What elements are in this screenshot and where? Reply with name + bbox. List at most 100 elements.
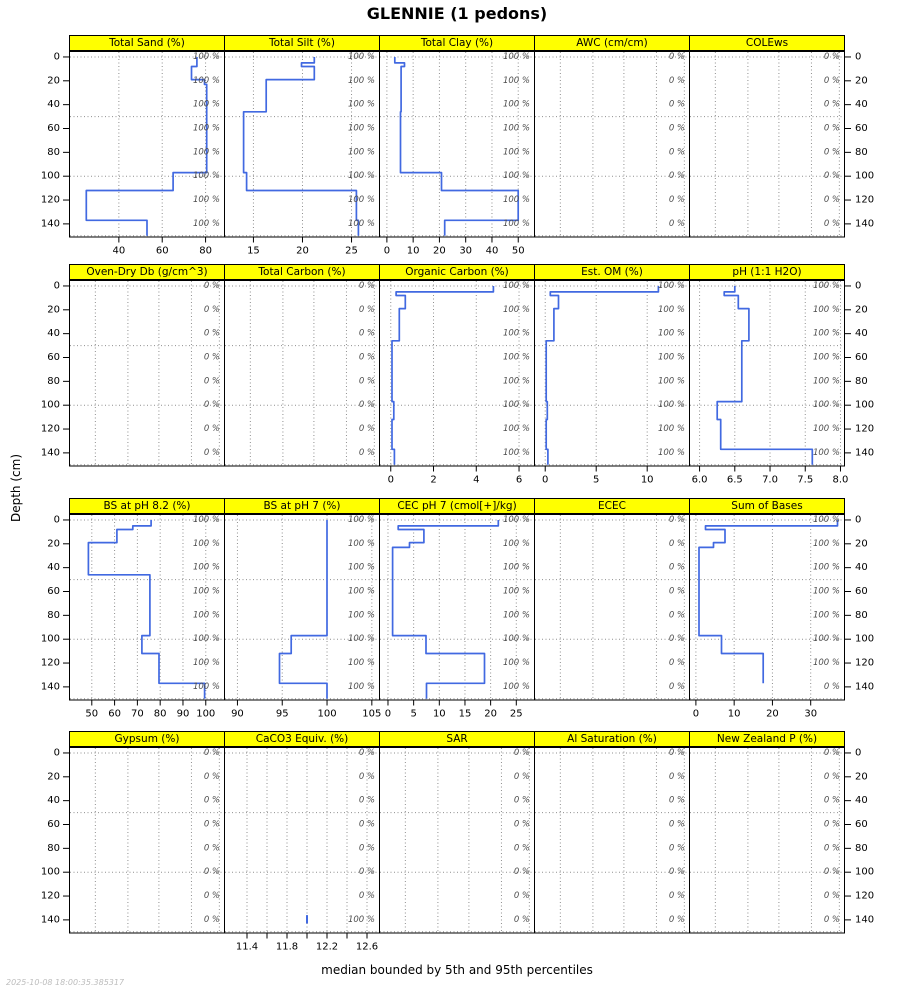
contributing-fraction-label: 0 % xyxy=(204,305,220,315)
depth-tick-label: 60 xyxy=(47,819,60,830)
contributing-fraction-label: 0 % xyxy=(824,915,840,925)
depth-tick-label: 100 xyxy=(41,400,60,411)
contributing-fraction-label: 0 % xyxy=(669,772,685,782)
contributing-fraction-label: 100 % xyxy=(813,610,840,620)
contributing-fraction-label: 0 % xyxy=(824,891,840,901)
x-axis-tick-label: 20 xyxy=(766,709,779,720)
strip-title-sum-of-bases: Sum of Bases xyxy=(689,498,845,514)
depth-tick-label: 100 xyxy=(41,867,60,878)
depth-tick-label: 80 xyxy=(855,147,868,158)
x-axis-tick-label: 20 xyxy=(433,246,446,257)
plot-oven-dry-db: 0 % 0 % 0 % 0 % 0 % 0 % 0 % 0 % xyxy=(69,280,225,467)
contributing-fraction-label: 0 % xyxy=(204,891,220,901)
profile-line xyxy=(393,57,520,236)
contributing-fraction-label: 100 % xyxy=(503,52,530,62)
depth-tick-label: 40 xyxy=(855,99,868,110)
contributing-fraction-label: 100 % xyxy=(658,376,685,386)
contributing-fraction-label: 100 % xyxy=(813,563,840,573)
figure-caption: median bounded by 5th and 95th percentil… xyxy=(321,963,593,977)
contributing-fraction-label: 0 % xyxy=(669,820,685,830)
contributing-fraction-label: 100 % xyxy=(503,305,530,315)
depth-tick-label: 100 xyxy=(855,634,874,645)
contributing-fraction-label: 100 % xyxy=(813,400,840,410)
contributing-fraction-label: 100 % xyxy=(348,147,375,157)
contributing-fraction-label: 100 % xyxy=(813,587,840,597)
contributing-fraction-label: 100 % xyxy=(193,124,220,134)
profile-group xyxy=(393,57,520,236)
depth-axis-left: 0 20 40 60 80 100 120 140 xyxy=(41,747,69,925)
contributing-fraction-label: 0 % xyxy=(204,748,220,758)
contributing-fraction-label: 100 % xyxy=(193,539,220,549)
contributing-fraction-label: 100 % xyxy=(503,76,530,86)
contributing-fraction-label: 100 % xyxy=(503,539,530,549)
x-axis-tick-label: 2 xyxy=(430,475,436,486)
profile-group xyxy=(391,520,500,699)
plot-awc: 0 % 0 % 0 % 0 % 0 % 0 % 0 % 0 % xyxy=(534,51,690,238)
x-axis-tick-label: 25 xyxy=(345,246,358,257)
plot-total-silt: 100 % 100 % 100 % 100 % 100 % 100 % 100 % 100 %… xyxy=(224,51,380,257)
contributing-fraction-label: 0 % xyxy=(514,915,530,925)
contributing-fraction-label: 100 % xyxy=(503,124,530,134)
contributing-fraction-label: 0 % xyxy=(359,424,375,434)
contributing-fraction-label: 100 % xyxy=(503,634,530,644)
panel-border xyxy=(689,747,845,934)
contributing-fraction-label: 0 % xyxy=(359,820,375,830)
profile-line xyxy=(391,520,500,699)
depth-tick-label: 20 xyxy=(47,304,60,315)
panel-border xyxy=(689,280,845,467)
strip-title-awc: AWC (cm/cm) xyxy=(534,35,690,51)
depth-tick-label: 80 xyxy=(855,376,868,387)
contributing-fraction-label: 0 % xyxy=(824,171,840,181)
strip-title-organic-carbon: Organic Carbon (%) xyxy=(379,264,535,280)
profile-line xyxy=(278,520,328,699)
contributing-fraction-label: 0 % xyxy=(669,219,685,229)
profile-group xyxy=(545,286,660,465)
depth-tick-label: 80 xyxy=(47,147,60,158)
contributing-fraction-label: 100 % xyxy=(503,424,530,434)
contributing-fraction-label: 0 % xyxy=(359,748,375,758)
depth-tick-label: 80 xyxy=(47,376,60,387)
contributing-fraction-label: 0 % xyxy=(824,820,840,830)
contributing-fraction-label: 0 % xyxy=(359,376,375,386)
x-axis-tick-label: 0 xyxy=(693,709,699,720)
x-axis-tick-label: 80 xyxy=(154,709,167,720)
depth-tick-label: 60 xyxy=(47,352,60,363)
depth-tick-label: 0 xyxy=(855,51,861,62)
y-axis-label: Depth (cm) xyxy=(9,454,23,523)
contributing-fraction-label: 100 % xyxy=(503,682,530,692)
depth-tick-label: 0 xyxy=(54,514,60,525)
contributing-fraction-label: 0 % xyxy=(514,891,530,901)
contributing-fraction-label: 100 % xyxy=(193,682,220,692)
depth-tick-label: 0 xyxy=(54,280,60,291)
contributing-fraction-label: 0 % xyxy=(359,329,375,339)
depth-tick-label: 0 xyxy=(54,51,60,62)
contributing-fraction-label: 100 % xyxy=(813,353,840,363)
contributing-fraction-label: 0 % xyxy=(669,891,685,901)
contributing-fraction-label: 0 % xyxy=(824,682,840,692)
contributing-fraction-label: 0 % xyxy=(669,587,685,597)
profile-line xyxy=(87,520,206,699)
contributing-fraction-label: 100 % xyxy=(503,171,530,181)
contributing-fraction-label: 0 % xyxy=(204,400,220,410)
depth-axis-right: 0 20 40 60 80 100 120 140 xyxy=(845,514,874,692)
contributing-fraction-label: 100 % xyxy=(348,539,375,549)
depth-tick-label: 120 xyxy=(41,424,60,435)
contributing-fraction-label: 0 % xyxy=(204,376,220,386)
depth-axis-left: 0 20 40 60 80 100 120 140 xyxy=(41,514,69,692)
depth-tick-label: 20 xyxy=(47,771,60,782)
contributing-fraction-label: 0 % xyxy=(204,867,220,877)
depth-tick-label: 120 xyxy=(41,891,60,902)
panel-border xyxy=(689,514,845,701)
profile-line xyxy=(242,57,360,236)
strip-title-ecec: ECEC xyxy=(534,498,690,514)
contributing-fraction-label: 100 % xyxy=(503,658,530,668)
contributing-fraction-label: 0 % xyxy=(359,843,375,853)
panel-border xyxy=(534,747,690,934)
strip-title-new-zealand-p: New Zealand P (%) xyxy=(689,731,845,747)
x-axis-tick-label: 7.0 xyxy=(762,475,778,486)
profile-line xyxy=(391,286,495,465)
depth-axis-right: 0 20 40 60 80 100 120 140 xyxy=(845,51,874,229)
profile-group xyxy=(391,286,495,465)
x-axis-tick-label: 0 xyxy=(384,246,390,257)
plot-new-zealand-p: 0 % 0 % 0 % 0 % 0 % 0 % 0 % 0 % xyxy=(689,747,845,934)
